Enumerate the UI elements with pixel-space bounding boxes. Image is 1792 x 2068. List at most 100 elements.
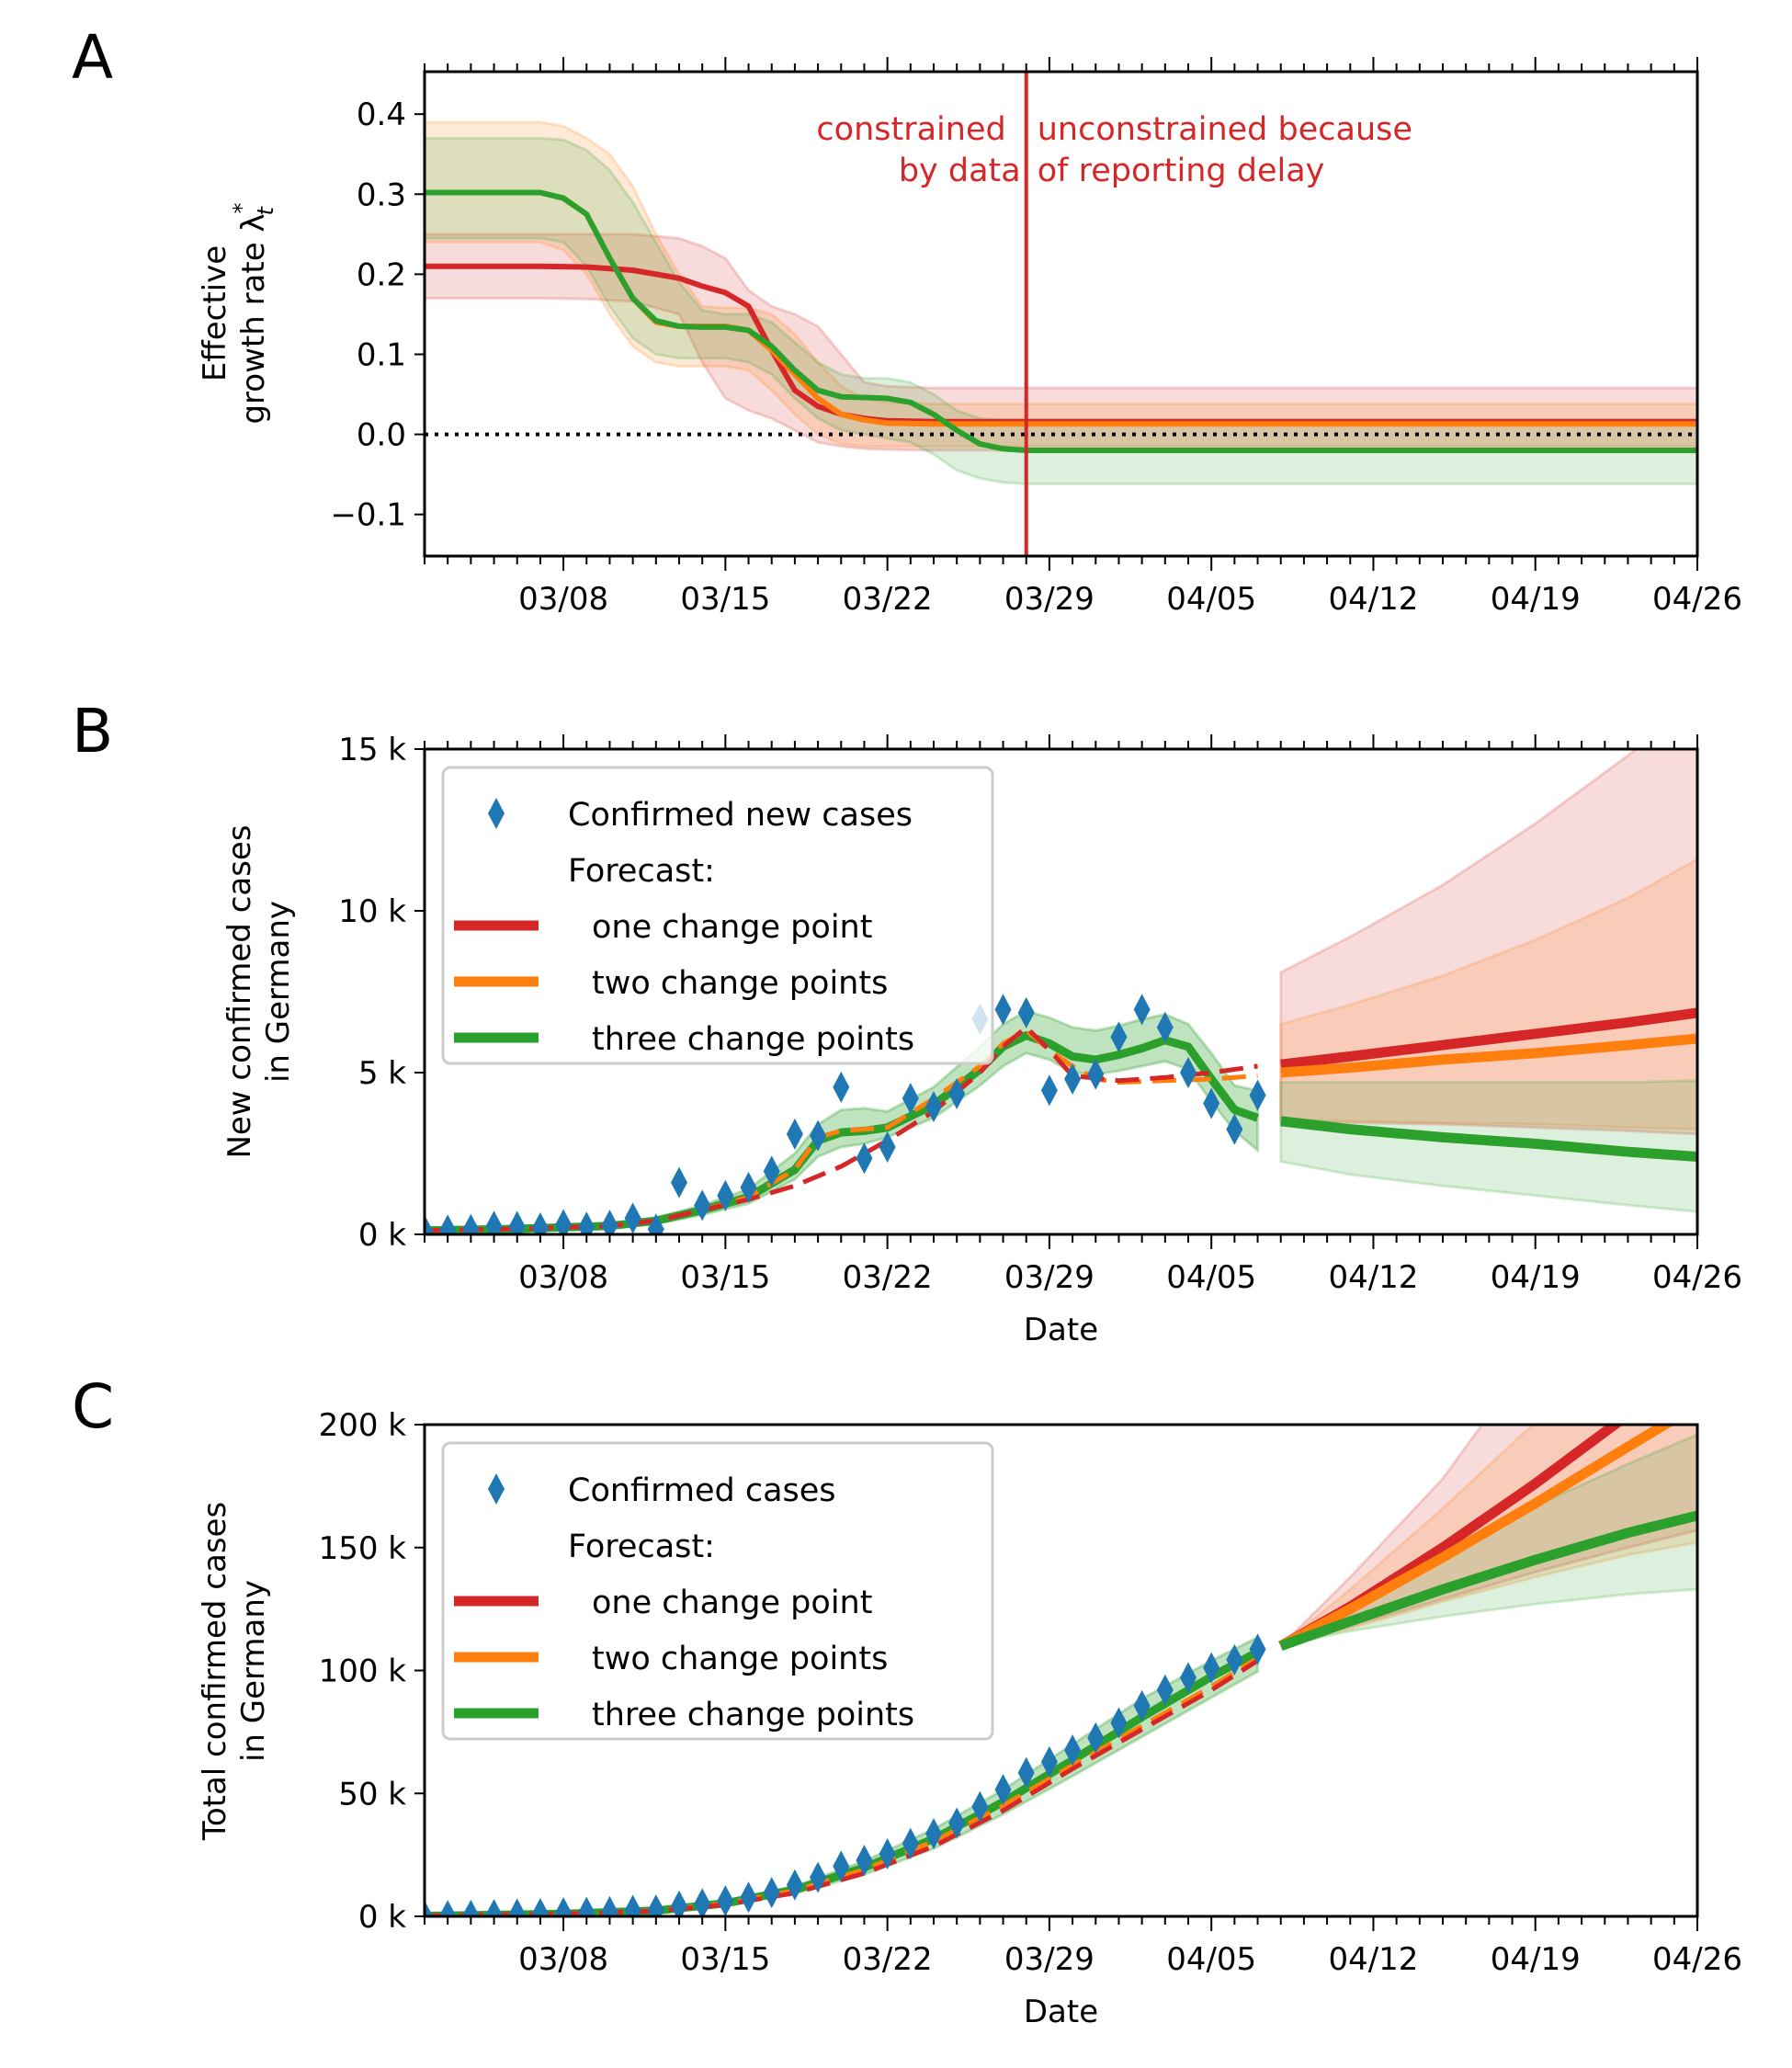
data-point-diamond: [971, 1790, 989, 1823]
y-tick-label: 0.3: [357, 176, 406, 213]
forecast-line-three: [1280, 1116, 1697, 1162]
x-tick-label: 04/26: [1652, 1259, 1742, 1296]
data-point-diamond: [763, 1155, 780, 1187]
plot-area: [425, 72, 1697, 556]
data-point-diamond: [856, 1845, 873, 1877]
data-point-diamond: [462, 1899, 480, 1916]
data-point-diamond: [531, 1897, 549, 1916]
data-point-diamond: [1040, 1745, 1058, 1778]
panel-b-chart: 03/08 03/15 03/22 03/29 04/05 04/12 04/19 04/26…: [221, 732, 1742, 1348]
data-point-diamond: [647, 1213, 664, 1234]
data-point-diamond: [833, 1071, 850, 1103]
y-axis-label-line1: New confirmed cases: [221, 824, 258, 1158]
y-axis-label-line2: in Germany: [235, 1580, 272, 1762]
data-point-diamond: [833, 1850, 850, 1882]
data-point-diamond: [1133, 994, 1151, 1026]
data-point-diamond: [994, 994, 1012, 1026]
data-point-diamond: [786, 1118, 803, 1150]
data-point-diamond: [1226, 1643, 1243, 1676]
data-point-diamond: [647, 1894, 664, 1916]
x-tick-label: 03/29: [1004, 581, 1094, 618]
data-point-diamond: [1017, 996, 1035, 1028]
data-point-diamond: [694, 1189, 711, 1221]
data-point-diamond: [740, 1881, 757, 1914]
x-tick-label: 04/05: [1166, 1941, 1256, 1978]
data-point-diamond: [1226, 1113, 1243, 1145]
data-point-diamond: [763, 1877, 780, 1909]
y-axis-label: Effectivegrowth rate λ*t: [197, 202, 278, 424]
data-point-diamond: [439, 1900, 457, 1916]
legend-label: three change points: [592, 1697, 914, 1733]
panel-a-chart: 03/08 03/15 03/22 03/29 04/05 04/12 04/19 04/26…: [197, 57, 1742, 618]
data-point-diamond: [902, 1827, 919, 1859]
data-point-diamond: [671, 1890, 687, 1916]
annotation-reporting-delay: of reporting delay: [1038, 153, 1325, 189]
panel-letter-b: B: [72, 696, 113, 767]
data-point-diamond: [1087, 1058, 1105, 1090]
forecast-line-two: [1280, 1033, 1697, 1078]
data-point-diamond: [425, 1214, 433, 1234]
annotation-unconstrained: unconstrained because: [1038, 111, 1412, 148]
y-tick-label: 0.0: [357, 417, 406, 454]
data-point-diamond: [879, 1131, 896, 1163]
legend-label: one change point: [592, 1585, 872, 1621]
data-point-diamond: [578, 1896, 595, 1916]
x-tick-label: 04/12: [1328, 1941, 1418, 1978]
x-tick-label: 04/19: [1491, 1941, 1581, 1978]
panel-letter-c: C: [72, 1371, 114, 1442]
data-point-diamond: [856, 1142, 873, 1175]
legend-label: one change point: [592, 909, 872, 946]
data-point-diamond: [1110, 1707, 1128, 1739]
forecast-line-one: [1280, 1007, 1697, 1070]
data-point-diamond: [508, 1210, 526, 1234]
legend-label: two change points: [592, 965, 888, 1002]
y-axis-label-line2: growth rate λ: [235, 213, 272, 424]
y-axis-label: New confirmed casesin Germany: [221, 824, 297, 1158]
legend-label: three change points: [592, 1021, 914, 1058]
plot-frame: [423, 747, 1699, 1236]
x-tick-label: 03/08: [518, 581, 608, 618]
data-point-diamond: [694, 1888, 711, 1916]
x-tick-label: 04/19: [1491, 581, 1581, 618]
y-tick-label: 5 k: [358, 1055, 406, 1092]
data-point-diamond: [488, 798, 505, 829]
plot-frame: [423, 70, 1699, 558]
x-tick-label: 03/22: [843, 1259, 933, 1296]
data-point-diamond: [717, 1885, 734, 1916]
data-point-diamond: [425, 1900, 433, 1916]
x-tick-label: 04/12: [1328, 1259, 1418, 1296]
data-point-diamond: [488, 1473, 505, 1505]
y-tick-label: 0.2: [357, 256, 406, 293]
y-tick-label: 50 k: [338, 1776, 406, 1812]
data-point-diamond: [1064, 1734, 1082, 1767]
forecast-band-one: [1279, 749, 1697, 1136]
series-line-three: [425, 189, 1697, 453]
x-tick-label: 04/19: [1491, 1259, 1581, 1296]
x-tick-label: 03/15: [680, 1941, 770, 1978]
data-point-diamond: [1133, 1689, 1151, 1721]
data-point-diamond: [1017, 1756, 1035, 1789]
data-point-diamond: [578, 1211, 595, 1234]
data-point-diamond: [601, 1895, 618, 1916]
plot-area: [425, 749, 1697, 1234]
data-point-diamond: [485, 1899, 503, 1916]
data-point-diamond: [485, 1210, 503, 1234]
y-axis-label: Total confirmed casesin Germany: [197, 1502, 272, 1841]
plot-area: [425, 1425, 1697, 1916]
data-point-diamond: [810, 1861, 827, 1893]
y-tick-label: 200 k: [319, 1407, 407, 1444]
legend-label: Forecast:: [568, 853, 715, 890]
forecast-line-two: [1278, 1425, 1675, 1651]
data-point-diamond: [1249, 1633, 1266, 1665]
ci-band-one: [425, 233, 1697, 452]
panel-c-chart: 03/08 03/15 03/22 03/29 04/05 04/12 04/19 04/26…: [197, 1407, 1742, 2030]
annotation-constrained: constrained: [816, 111, 1005, 148]
data-point-diamond: [531, 1211, 549, 1234]
x-tick-label: 04/05: [1166, 581, 1256, 618]
forecast-band-three: [1279, 1079, 1697, 1213]
y-tick-label: 0 k: [358, 1217, 406, 1254]
data-point-diamond: [1180, 1662, 1197, 1694]
data-point-diamond: [925, 1090, 942, 1122]
data-point-diamond: [948, 1807, 966, 1839]
